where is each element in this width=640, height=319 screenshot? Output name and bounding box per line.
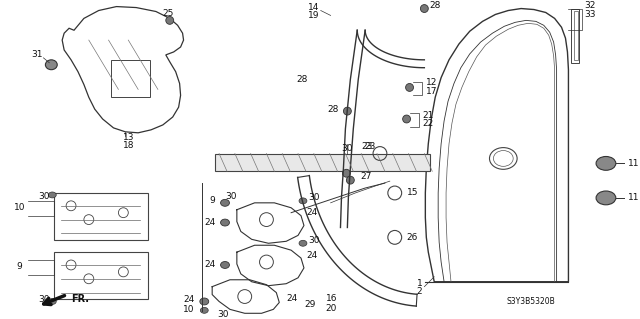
Ellipse shape (221, 219, 230, 226)
Text: 9: 9 (209, 197, 215, 205)
Circle shape (344, 107, 351, 115)
Text: 28: 28 (429, 1, 441, 10)
Text: 28: 28 (327, 105, 339, 114)
Text: 13: 13 (122, 133, 134, 142)
Text: 30: 30 (217, 310, 228, 319)
Text: 23: 23 (362, 142, 373, 151)
Ellipse shape (49, 299, 56, 304)
Circle shape (403, 115, 410, 123)
Bar (572, 9, 579, 63)
Text: 33: 33 (584, 10, 596, 19)
Text: 16: 16 (326, 294, 337, 303)
Text: 27: 27 (360, 172, 372, 181)
Ellipse shape (299, 198, 307, 204)
Text: FR.: FR. (71, 293, 89, 303)
Text: 30: 30 (342, 144, 353, 153)
Text: 15: 15 (406, 189, 418, 197)
Ellipse shape (45, 60, 57, 70)
Bar (54, 252, 148, 300)
Bar (54, 193, 148, 240)
Text: 24: 24 (306, 208, 317, 217)
Text: 29: 29 (304, 300, 316, 309)
Text: 2: 2 (417, 287, 422, 296)
Circle shape (342, 169, 350, 177)
Text: 30: 30 (38, 295, 50, 304)
Text: 12: 12 (426, 78, 438, 87)
Ellipse shape (221, 199, 230, 206)
Circle shape (166, 17, 173, 24)
Bar (111, 60, 150, 97)
Text: 21: 21 (422, 111, 434, 120)
Ellipse shape (596, 191, 616, 205)
Text: 24: 24 (286, 294, 298, 303)
Text: 30: 30 (38, 192, 50, 201)
Text: 30: 30 (225, 192, 237, 201)
Text: 24: 24 (204, 261, 215, 270)
Text: S3Y3B5320B: S3Y3B5320B (507, 297, 556, 306)
Text: 30: 30 (308, 236, 319, 245)
Circle shape (346, 176, 355, 184)
Text: 14: 14 (308, 3, 319, 12)
Text: 24: 24 (183, 295, 195, 304)
Bar (574, 11, 579, 60)
Ellipse shape (200, 308, 208, 313)
Ellipse shape (596, 157, 616, 170)
Text: 23: 23 (364, 142, 376, 151)
Text: 18: 18 (122, 141, 134, 150)
Text: 11: 11 (628, 159, 639, 168)
Text: 19: 19 (308, 11, 319, 20)
Ellipse shape (299, 240, 307, 246)
Text: 30: 30 (308, 193, 319, 202)
Text: 25: 25 (162, 9, 173, 18)
Text: 24: 24 (306, 251, 317, 260)
Text: 1: 1 (417, 279, 422, 288)
Circle shape (420, 4, 428, 12)
Ellipse shape (200, 298, 209, 305)
Text: 20: 20 (326, 304, 337, 313)
Text: 10: 10 (14, 203, 26, 212)
Text: 32: 32 (584, 1, 596, 10)
Text: 10: 10 (183, 305, 195, 314)
Bar (215, 153, 430, 171)
Ellipse shape (221, 262, 230, 268)
Ellipse shape (49, 192, 56, 198)
Text: 11: 11 (628, 193, 639, 202)
Text: 26: 26 (406, 233, 418, 242)
Text: 31: 31 (32, 50, 44, 59)
Text: 9: 9 (17, 263, 22, 271)
Text: 22: 22 (422, 119, 434, 129)
FancyArrowPatch shape (44, 296, 65, 305)
Circle shape (406, 84, 413, 91)
Text: 24: 24 (204, 218, 215, 227)
Text: 17: 17 (426, 87, 438, 96)
Text: 28: 28 (296, 75, 308, 84)
